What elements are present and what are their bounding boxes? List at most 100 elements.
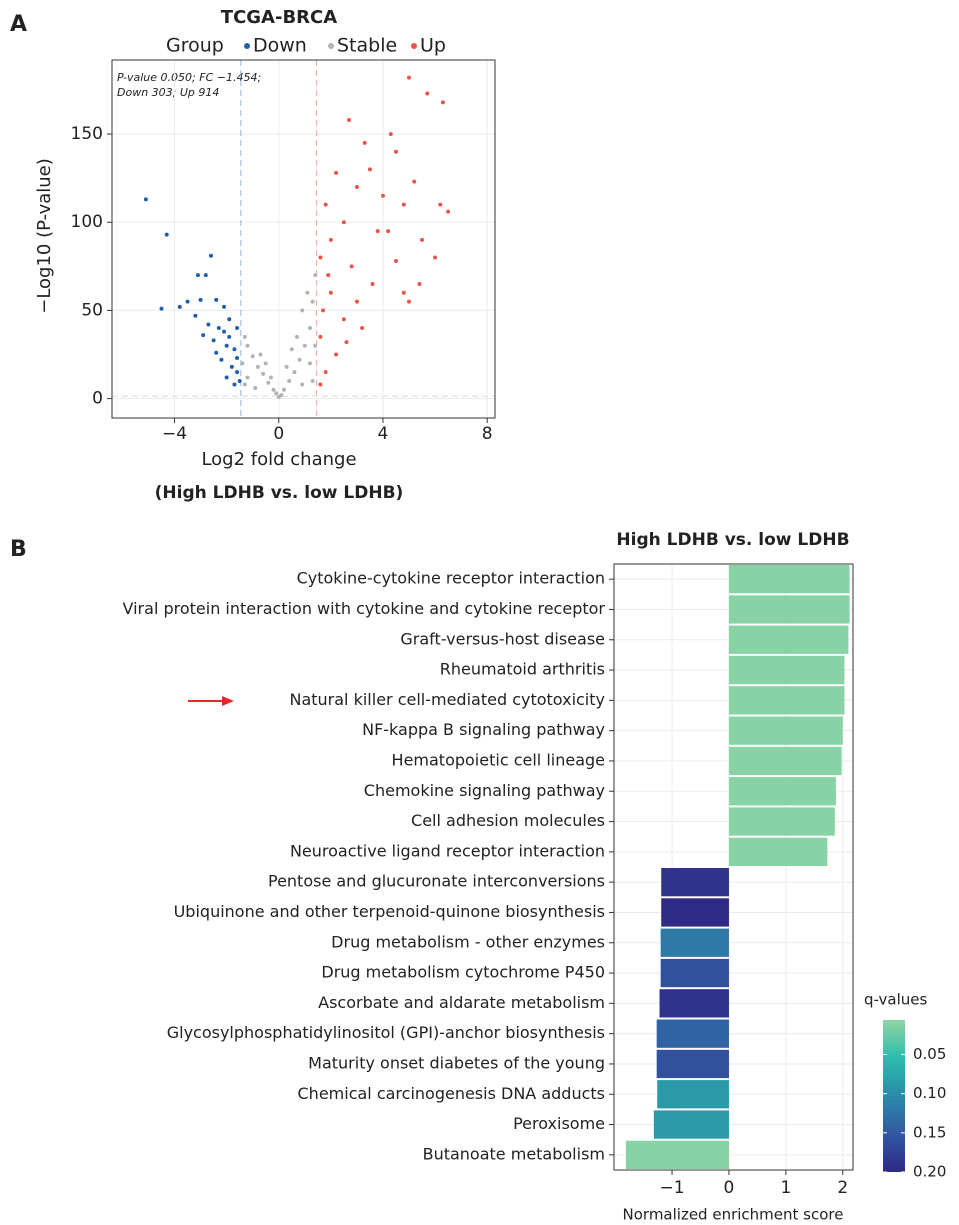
point [349,264,354,269]
bar [661,898,729,927]
point [341,317,346,322]
point [313,273,318,278]
x-axis-label: Normalized enrichment score [623,1206,844,1224]
point [446,209,451,214]
bar [660,958,729,988]
point [370,281,375,286]
bar [656,1049,729,1079]
point [224,343,229,348]
point [407,299,412,304]
x-tick-label: 2 [837,1178,848,1198]
y-tick-label: Rheumatoid arthritis [440,660,605,679]
point [263,361,268,366]
point [407,75,412,80]
legend-label: Down [253,35,307,57]
plot-area [112,60,495,418]
point [211,338,216,343]
point [318,334,323,339]
bar [657,1080,729,1109]
point [401,290,406,295]
legend-title: Group [166,35,224,57]
y-tick-label: Hematopoietic cell lineage [392,750,605,769]
chart-title: High LDHB vs. low LDHB [616,530,849,550]
bar [661,868,729,897]
point [216,326,221,331]
bar [728,716,843,745]
point [323,370,328,375]
x-tick-label: 0 [273,424,284,444]
point [310,299,315,304]
point [255,364,260,369]
y-tick-label: 50 [81,300,103,320]
point [258,352,263,357]
point [401,202,406,207]
plot-border [111,59,496,419]
colorbar-label: 0.20 [913,1163,946,1181]
point [274,391,279,396]
point [300,382,305,387]
point [287,378,292,383]
subtitle: (High LDHB vs. low LDHB) [155,483,404,503]
point [318,382,323,387]
y-tick-label: Neuroactive ligand receptor interaction [290,841,605,860]
bar [728,625,849,654]
annotation: P-value 0.050; FC −1.454; [117,71,261,84]
colorbar-label: 0.15 [913,1123,946,1141]
point [164,232,169,237]
y-tick-label: Ascorbate and aldarate metabolism [318,993,605,1012]
point [300,308,305,313]
point [328,290,333,295]
y-tick-label: 150 [71,124,103,144]
point [235,356,240,361]
point [240,361,245,366]
point [388,132,393,137]
y-tick-label: Chemokine signaling pathway [364,781,605,800]
point [266,380,271,385]
point [341,220,346,225]
x-tick-label: 0 [724,1178,735,1198]
bar [659,989,729,1018]
point [203,273,208,278]
y-tick-label: Chemical carcinogenesis DNA adducts [298,1084,606,1103]
point [245,343,250,348]
point [294,334,299,339]
x-tick-label: 8 [482,424,493,444]
y-tick-label: Pentose and glucuronate interconversions [268,872,605,891]
x-axis-label: Log2 fold change [201,449,356,470]
point [214,350,219,355]
colorbar [883,1020,905,1172]
x-tick-label: −4 [162,424,187,444]
point [198,297,203,302]
legend-marker [411,43,417,49]
bar [728,837,828,866]
point [222,329,227,334]
point [321,308,326,313]
point [232,347,237,352]
bar [625,1140,729,1169]
y-axis-label: −Log10 (P-value) [34,158,55,314]
point [308,361,313,366]
point [250,354,255,359]
point [227,334,232,339]
y-tick-label: Glycosylphosphatidylinositol (GPI)-ancho… [167,1023,605,1042]
point [347,117,352,122]
bar [728,777,836,806]
point [193,313,198,318]
point [310,378,315,383]
bar [653,1110,729,1139]
plot-border [613,563,854,1171]
legend-marker [328,43,334,49]
point [292,370,297,375]
point [279,393,284,398]
bar [660,928,729,957]
x-tick-label: 1 [780,1178,791,1198]
point [375,229,380,234]
point [235,326,240,331]
arrow [188,696,234,706]
point [209,253,214,258]
y-tick-label: Maturity onset diabetes of the young [308,1053,605,1072]
point [281,387,286,392]
y-tick-label: Butanoate metabolism [423,1144,605,1163]
point [214,297,219,302]
